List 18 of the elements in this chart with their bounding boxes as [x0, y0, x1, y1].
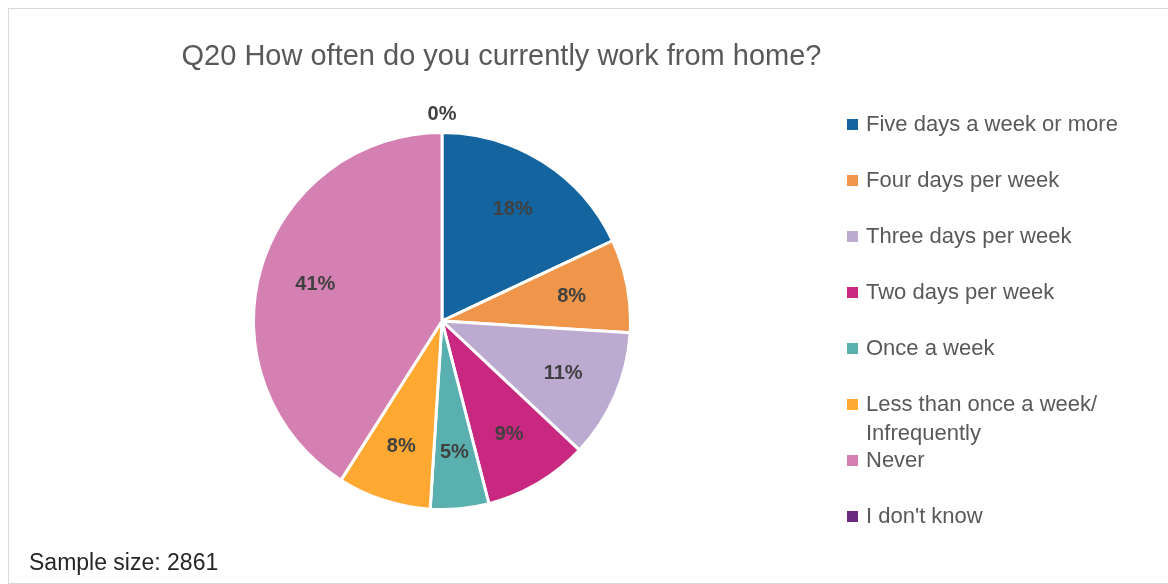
legend-label: Two days per week [866, 278, 1056, 306]
data-label: 8% [386, 434, 416, 457]
legend-label: I don't know [866, 502, 984, 530]
chart-title: Q20 How often do you currently work from home? [180, 39, 823, 72]
text: 0% [427, 102, 457, 125]
data-label: 11% [543, 360, 583, 383]
data-label: 18% [492, 197, 533, 220]
legend-label: Three days per week [866, 222, 1073, 250]
legend-label: Five days a week or more [866, 110, 1119, 138]
data-label: 8% [557, 283, 587, 306]
data-label: 5% [439, 439, 470, 462]
data-label: 9% [494, 422, 524, 445]
legend-label: Once a week [866, 334, 996, 362]
text: Sample size: 2861 [29, 549, 219, 576]
legend-label: Less than once a week/ Infrequently [866, 390, 1099, 447]
legend-label: Four days per week [866, 166, 1061, 194]
legend-label: Never [866, 446, 926, 474]
data-label: 41% [295, 271, 336, 294]
